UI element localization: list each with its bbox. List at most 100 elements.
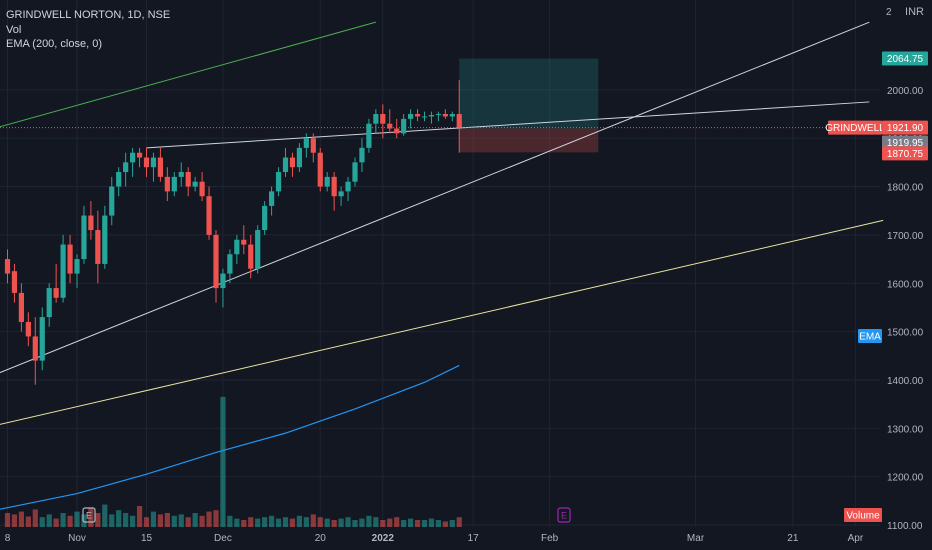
- candle-body: [46, 288, 52, 318]
- candle-body: [269, 191, 275, 206]
- earnings-marker-upcoming-letter: E: [561, 511, 567, 521]
- candle: [338, 186, 344, 206]
- candle: [213, 230, 219, 303]
- volume-bar: [289, 518, 296, 527]
- candle: [414, 109, 421, 122]
- volume-bar: [428, 518, 435, 527]
- candle-body: [428, 114, 435, 117]
- volume-bar: [11, 514, 18, 527]
- candle-body: [220, 273, 226, 289]
- candle: [150, 152, 157, 182]
- candle-body: [32, 336, 38, 361]
- candle-body: [248, 244, 254, 269]
- candle: [234, 234, 240, 264]
- volume-bar: [60, 513, 66, 527]
- candle-body: [123, 162, 129, 173]
- symbol-title: GRINDWELL NORTON, 1D, NSE: [6, 9, 171, 21]
- volume-bar: [234, 518, 240, 527]
- x-tick-label: Nov: [68, 533, 86, 544]
- volume-bar: [95, 513, 101, 527]
- volume-bar: [241, 520, 247, 527]
- volume-bar: [414, 520, 421, 527]
- candle-body: [143, 157, 150, 168]
- candle-body: [39, 317, 45, 361]
- candle-body: [324, 176, 330, 187]
- volume-bar: [116, 510, 122, 527]
- x-tick-label: 20: [315, 533, 327, 544]
- candle-body: [289, 157, 296, 168]
- volume-bar: [442, 521, 448, 527]
- candle: [275, 167, 282, 197]
- candle: [380, 104, 386, 139]
- last-price-tag: 1921.90: [887, 123, 924, 134]
- y-tick-label: 2000.00: [887, 86, 924, 97]
- candle-body: [234, 239, 240, 255]
- trendline-1: [0, 21, 376, 128]
- candle: [428, 111, 435, 124]
- candle: [449, 111, 455, 122]
- x-tick-label: Apr: [848, 533, 864, 544]
- candle: [241, 225, 247, 255]
- candle: [109, 176, 115, 226]
- candle: [220, 268, 226, 308]
- volume-bar: [88, 507, 94, 527]
- volume-bar: [185, 517, 191, 527]
- volume-bar: [401, 520, 407, 527]
- candle: [25, 312, 31, 347]
- candle: [178, 162, 184, 187]
- volume-bar: [449, 520, 455, 527]
- candle: [11, 263, 18, 303]
- candle-body: [275, 172, 282, 192]
- volume-bar: [262, 517, 268, 527]
- candle-body: [95, 230, 101, 264]
- volume-bar: [408, 518, 414, 527]
- volume-legend: Vol: [6, 23, 22, 36]
- trendline-3: [146, 101, 870, 149]
- candle-body: [352, 162, 358, 182]
- x-tick-label: 15: [141, 533, 153, 544]
- earnings-marker-letter: E: [86, 511, 92, 521]
- volume-bar: [123, 513, 129, 527]
- candle: [74, 254, 80, 289]
- candle: [199, 172, 205, 202]
- candle: [359, 138, 365, 173]
- volume-bar: [359, 518, 365, 527]
- volume-bar: [18, 511, 24, 527]
- candle-body: [449, 114, 455, 117]
- volume-bar: [352, 520, 358, 527]
- volume-tag-bg: [844, 508, 882, 522]
- volume-bar: [213, 510, 219, 527]
- last-price-tag-bg: [882, 120, 928, 135]
- volume-bar: [157, 514, 163, 527]
- volume-bar: [435, 520, 441, 527]
- volume-bar: [456, 517, 462, 527]
- symbol-tag-bg: [828, 120, 882, 135]
- volume-bar: [171, 515, 177, 527]
- x-tick-label: Feb: [541, 533, 559, 544]
- volume-bar: [275, 518, 282, 527]
- volume-bar: [227, 515, 233, 527]
- volume-bar: [255, 518, 261, 527]
- candle-body: [178, 172, 184, 177]
- earnings-marker: E: [82, 507, 96, 523]
- y-tick-label: 1500.00: [887, 328, 924, 339]
- candle: [310, 133, 316, 163]
- candle: [143, 147, 150, 177]
- y-tick-label: 1300.00: [887, 424, 924, 435]
- volume-bar: [143, 517, 150, 527]
- candle: [88, 201, 94, 240]
- candle: [130, 147, 136, 177]
- y-tick-label: 1700.00: [887, 231, 924, 242]
- candle-body: [102, 215, 108, 264]
- x-tick-label: 2022: [372, 533, 395, 544]
- stop-price-tag-bg: [882, 146, 928, 161]
- candle-body: [421, 116, 428, 118]
- volume-bar: [67, 515, 73, 527]
- x-tick-label: Dec: [214, 533, 232, 544]
- volume-bar: [331, 520, 337, 527]
- candle-body: [11, 271, 18, 293]
- x-tick-label: 8: [5, 533, 11, 544]
- candle: [435, 111, 441, 122]
- candle-body: [74, 259, 80, 274]
